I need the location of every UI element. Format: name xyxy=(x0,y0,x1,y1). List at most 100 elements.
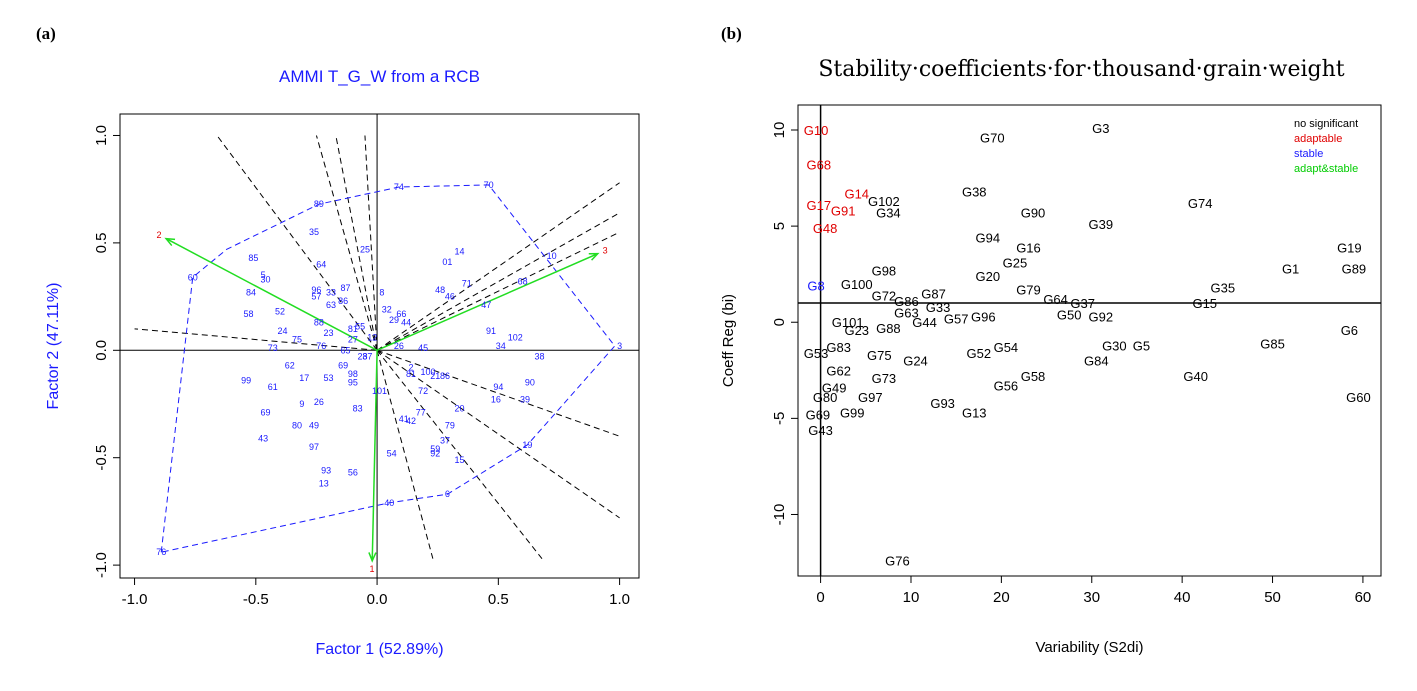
genotype-label: 62 xyxy=(285,360,295,370)
genotype-point-label: G86 xyxy=(894,294,919,309)
genotype-label: 37 xyxy=(440,436,450,446)
environment-vector xyxy=(371,350,378,561)
genotype-label: 91 xyxy=(486,326,496,336)
genotype-label: 81 xyxy=(348,324,358,334)
genotype-point-label: G38 xyxy=(962,185,987,200)
genotype-point-label: G53 xyxy=(804,346,829,361)
genotype-point-label: G54 xyxy=(994,340,1019,355)
genotype-point-label: G68 xyxy=(807,158,832,173)
genotype-label: 76 xyxy=(316,341,326,351)
x-tick-label: 0.5 xyxy=(488,591,509,608)
genotype-label: 32 xyxy=(382,304,392,314)
genotype-label: 42 xyxy=(406,416,416,426)
ammi-biplot: AMMI T_G_W from a RCB -1.0 -0.5 0.0 0.5 1.0 -1… xyxy=(45,67,640,658)
genotype-label: 79 xyxy=(445,420,455,430)
genotype-label: 45 xyxy=(418,343,428,353)
environment-vector xyxy=(165,237,378,351)
genotype-point-label: G49 xyxy=(822,381,847,396)
genotype-label: 69 xyxy=(261,408,271,418)
sector-line xyxy=(376,349,620,437)
genotype-point-label: G44 xyxy=(912,315,937,330)
genotype-point-label: G20 xyxy=(976,269,1001,284)
genotype-point-label: G98 xyxy=(872,263,897,278)
genotype-label: 65 xyxy=(341,345,351,355)
genotype-label: 73 xyxy=(268,343,278,353)
genotype-point-label: G100 xyxy=(841,277,873,292)
genotype-label: 20 xyxy=(455,403,465,413)
genotype-label: 2 xyxy=(409,362,414,372)
genotype-label: 26 xyxy=(314,397,324,407)
genotype-label: 34 xyxy=(496,341,506,351)
legend-entry: stable xyxy=(1294,148,1323,160)
genotype-point-label: G50 xyxy=(1057,308,1082,323)
genotype-label: 23 xyxy=(324,328,334,338)
genotype-label: 101 xyxy=(372,386,387,396)
y-tick-label: 5 xyxy=(771,222,788,230)
genotype-label: 26 xyxy=(394,341,404,351)
genotype-label: 37 xyxy=(362,352,372,362)
genotype-label: 19 xyxy=(522,440,532,450)
genotype-label: 74 xyxy=(394,182,404,192)
genotype-point-label: G94 xyxy=(976,231,1001,246)
legend-entry: adaptable xyxy=(1294,133,1342,145)
genotype-label: 44 xyxy=(401,317,411,327)
genotype-label: 85 xyxy=(248,253,258,263)
vector-arrowhead xyxy=(588,252,600,261)
genotype-point-label: G52 xyxy=(966,346,991,361)
genotype-label: 90 xyxy=(525,378,535,388)
y-tick-label: -1.0 xyxy=(93,552,110,578)
genotype-point-label: G62 xyxy=(826,363,851,378)
genotype-label: 95 xyxy=(348,378,358,388)
genotype-label: 75 xyxy=(292,335,302,345)
sector-line xyxy=(376,349,620,519)
genotype-label: 69 xyxy=(338,360,348,370)
polygon-hull xyxy=(160,184,616,553)
environment-label: 1 xyxy=(370,564,375,574)
genotype-label: 56 xyxy=(348,468,358,478)
genotype-label: 52 xyxy=(275,307,285,317)
genotype-point-label: G92 xyxy=(1089,309,1114,324)
genotype-point-label: G14 xyxy=(844,186,869,201)
genotype-label: 99 xyxy=(241,375,251,385)
genotype-label: 76 xyxy=(156,547,166,557)
plot-frame xyxy=(119,113,640,579)
x-tick-label: 0.0 xyxy=(367,591,388,608)
genotype-label: 16 xyxy=(491,395,501,405)
genotype-point-label: G23 xyxy=(844,323,869,338)
genotype-label: 72 xyxy=(418,386,428,396)
genotype-label: 71 xyxy=(462,279,472,289)
genotype-label: 66 xyxy=(396,309,406,319)
genotype-label: 29 xyxy=(389,315,399,325)
x-tick-label: 60 xyxy=(1355,589,1372,606)
genotype-point-label: G74 xyxy=(1188,196,1213,211)
genotype-label: 43 xyxy=(258,433,268,443)
x-tick-label: 1.0 xyxy=(609,591,630,608)
genotype-label: 61 xyxy=(268,382,278,392)
sector-line xyxy=(364,135,378,351)
genotype-label: 83 xyxy=(353,403,363,413)
genotype-label: 40 xyxy=(384,498,394,508)
genotype-point-label: G43 xyxy=(808,423,833,438)
genotype-point-label: G64 xyxy=(1043,292,1068,307)
genotype-label: 30 xyxy=(261,274,271,284)
legend-entry: adapt&stable xyxy=(1294,163,1358,175)
genotype-label: 47 xyxy=(481,300,491,310)
genotype-point-label: G39 xyxy=(1089,217,1114,232)
genotype-point-label: G15 xyxy=(1192,296,1217,311)
genotype-point-label: G34 xyxy=(876,206,901,221)
genotype-point-label: G79 xyxy=(1016,283,1041,298)
genotype-label: 55 xyxy=(355,322,365,332)
genotype-label: 5 xyxy=(261,270,266,280)
environment-label: 3 xyxy=(603,245,608,255)
panel-label-b: (b) xyxy=(721,24,742,43)
genotype-label: 77 xyxy=(416,408,426,418)
genotype-label: 80 xyxy=(292,420,302,430)
genotype-point-label: G75 xyxy=(867,348,892,363)
genotype-label: 25 xyxy=(360,244,370,254)
genotype-point-label: G25 xyxy=(1003,256,1028,271)
genotype-point-label: G40 xyxy=(1183,369,1208,384)
genotype-label: 8 xyxy=(379,287,384,297)
genotype-label: 21 xyxy=(430,371,440,381)
x-tick-label: 20 xyxy=(993,589,1010,606)
y-tick-label: -10 xyxy=(771,504,788,526)
